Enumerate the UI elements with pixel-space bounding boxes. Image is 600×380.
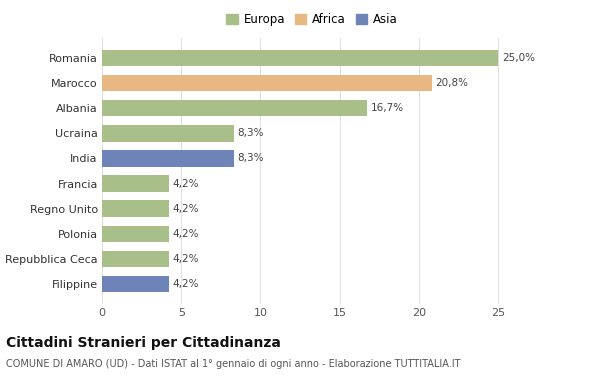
Text: 8,3%: 8,3%: [238, 154, 264, 163]
Bar: [102, 276, 169, 292]
Bar: [102, 125, 233, 142]
Bar: [102, 200, 169, 217]
Bar: [102, 225, 169, 242]
Text: COMUNE DI AMARO (UD) - Dati ISTAT al 1° gennaio di ogni anno - Elaborazione TUTT: COMUNE DI AMARO (UD) - Dati ISTAT al 1° …: [6, 359, 461, 369]
Bar: [102, 176, 169, 192]
Text: 4,2%: 4,2%: [173, 279, 199, 289]
Bar: [102, 100, 367, 117]
Legend: Europa, Africa, Asia: Europa, Africa, Asia: [223, 10, 401, 29]
Text: 4,2%: 4,2%: [173, 204, 199, 214]
Text: 4,2%: 4,2%: [173, 229, 199, 239]
Text: 8,3%: 8,3%: [238, 128, 264, 138]
Text: Cittadini Stranieri per Cittadinanza: Cittadini Stranieri per Cittadinanza: [6, 336, 281, 350]
Text: 16,7%: 16,7%: [371, 103, 404, 113]
Bar: [102, 250, 169, 267]
Bar: [102, 75, 431, 92]
Text: 4,2%: 4,2%: [173, 179, 199, 188]
Bar: [102, 50, 498, 66]
Text: 4,2%: 4,2%: [173, 254, 199, 264]
Text: 25,0%: 25,0%: [502, 53, 535, 63]
Bar: [102, 150, 233, 166]
Text: 20,8%: 20,8%: [436, 78, 469, 88]
